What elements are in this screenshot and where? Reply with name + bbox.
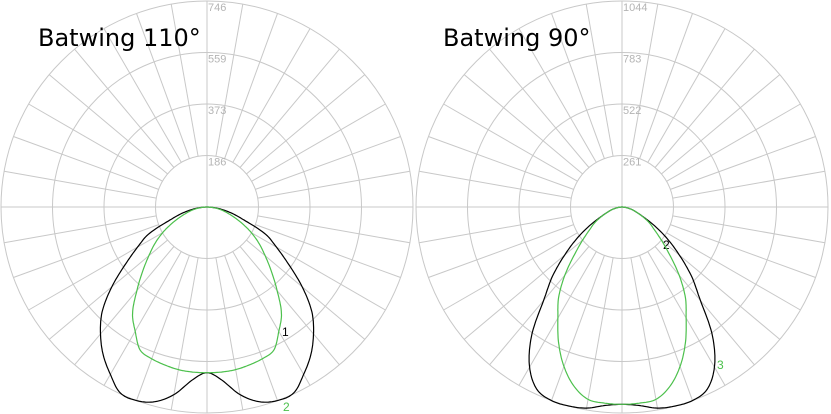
grid-spoke — [13, 224, 159, 278]
grid-spoke — [136, 255, 190, 401]
polar-grid — [0, 0, 414, 414]
grid-spoke — [647, 28, 726, 163]
series-label: 2 — [283, 400, 290, 414]
grid-spoke — [585, 257, 614, 410]
grid-spoke — [74, 48, 175, 168]
grid-spoke — [4, 215, 157, 244]
grid-spoke — [672, 215, 825, 244]
grid-spoke — [13, 136, 159, 190]
chart-title: Batwing 90° — [443, 24, 591, 52]
grid-spoke — [489, 246, 590, 366]
grid-spoke — [463, 74, 583, 175]
chart-title: Batwing 110° — [38, 24, 201, 52]
grid-spoke — [224, 255, 278, 401]
grid-spoke — [666, 232, 801, 311]
grid-spoke — [428, 224, 574, 278]
grid-spoke — [257, 170, 410, 199]
grid-spoke — [670, 224, 816, 278]
grid-spoke — [443, 232, 578, 311]
grid-spoke — [661, 74, 781, 175]
grid-spoke — [419, 170, 572, 199]
polar-chart-2: 261 522 783 1044 Batwing 90° 2 3 — [415, 0, 829, 414]
grid-spoke — [232, 251, 311, 386]
grid-spoke — [551, 255, 605, 401]
grid-spoke — [4, 170, 157, 199]
series-curve-2 — [131, 206, 283, 374]
grid-spoke — [136, 13, 190, 159]
grid-spoke — [672, 170, 825, 199]
grid-spoke — [28, 103, 163, 182]
grid-spoke — [215, 4, 244, 157]
grid-spoke — [443, 103, 578, 182]
grid-spoke — [170, 4, 199, 157]
grid-spoke — [251, 232, 386, 311]
grid-spoke — [666, 103, 801, 182]
grid-spoke — [654, 246, 755, 366]
grid-spoke — [654, 48, 755, 168]
grid-spoke — [551, 13, 605, 159]
grid-spoke — [428, 136, 574, 190]
polar-grid — [415, 0, 829, 414]
radial-tick-label: 1044 — [623, 2, 647, 14]
grid-spoke — [246, 74, 366, 175]
grid-spoke — [639, 255, 693, 401]
grid-spoke — [215, 257, 244, 410]
radial-tick-label: 186 — [208, 157, 226, 169]
grid-spoke — [103, 28, 182, 163]
grid-spoke — [630, 4, 659, 157]
grid-spoke — [28, 232, 163, 311]
series-curve-3 — [557, 206, 687, 405]
grid-spoke — [670, 136, 816, 190]
series-label: 2 — [663, 238, 670, 252]
radial-tick-label: 746 — [208, 2, 226, 14]
grid-spoke — [661, 239, 781, 340]
grid-spoke — [170, 257, 199, 410]
grid-spoke — [630, 257, 659, 410]
series-label: 3 — [717, 358, 724, 372]
grid-spoke — [239, 48, 340, 168]
radial-tick-label: 373 — [208, 105, 226, 117]
radial-tick-label: 783 — [623, 54, 641, 66]
grid-spoke — [463, 239, 583, 340]
grid-spoke — [251, 103, 386, 182]
grid-spoke — [639, 13, 693, 159]
grid-spoke — [239, 246, 340, 366]
grid-spoke — [255, 136, 401, 190]
grid-spoke — [48, 74, 168, 175]
grid-spoke — [518, 28, 597, 163]
grid-spoke — [489, 48, 590, 168]
series-label: 1 — [282, 325, 289, 339]
polar-chart-1: 186 373 559 746 Batwing 110° 1 2 — [0, 0, 414, 414]
grid-spoke — [255, 224, 401, 278]
grid-spoke — [74, 246, 175, 366]
grid-spoke — [103, 251, 182, 386]
radial-tick-label: 261 — [623, 157, 641, 169]
grid-spoke — [257, 215, 410, 244]
radial-tick-label: 522 — [623, 105, 641, 117]
grid-spoke — [419, 215, 572, 244]
grid-spoke — [232, 28, 311, 163]
grid-spoke — [224, 13, 278, 159]
radial-tick-label: 559 — [208, 54, 226, 66]
grid-spoke — [585, 4, 614, 157]
